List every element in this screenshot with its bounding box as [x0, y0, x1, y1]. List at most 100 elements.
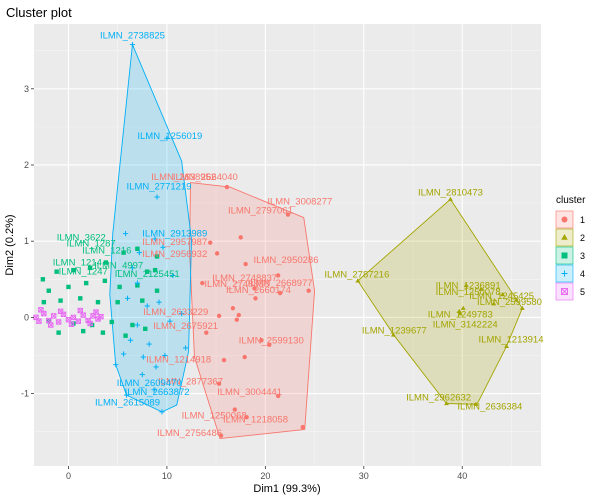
- cluster-3-point: [130, 322, 135, 328]
- cluster-3-point: [71, 267, 76, 273]
- cluster-3-point: [100, 330, 106, 335]
- cluster-1-point: [277, 290, 283, 296]
- legend-label-2: 2: [580, 233, 585, 243]
- cluster-4-point: [151, 387, 157, 393]
- cluster-4-point: [134, 322, 140, 328]
- legend-item-5: 5: [555, 282, 585, 301]
- point-label: ILMN_2599580: [477, 297, 542, 308]
- cluster-4-point: [122, 230, 129, 237]
- point-label: ILMN_1214918: [146, 354, 211, 365]
- point-label: ILMN_2668977: [248, 278, 313, 289]
- y-tick-label: 2: [24, 160, 29, 170]
- point-label: ILMN_1239677: [362, 325, 427, 336]
- cluster-5-point: [57, 308, 64, 315]
- cluster-1-point: [232, 407, 238, 412]
- cluster-3-point: [145, 269, 150, 274]
- cluster-1-point: [200, 280, 205, 286]
- cluster-5-point: [48, 322, 54, 328]
- cluster-5-point: [75, 318, 82, 324]
- cluster-5-point: [38, 307, 44, 313]
- point-label: ILMN_1218058: [223, 415, 288, 426]
- point-label: ILMN_2748837: [212, 273, 277, 284]
- point-labels: ILMN_2638952ILMN_2664040ILMN_3008277ILMN…: [53, 30, 544, 439]
- y-tick-label: 1: [24, 236, 29, 246]
- cluster-1-point: [275, 393, 281, 399]
- cluster-1-point: [275, 273, 281, 278]
- cluster-1-point: [267, 342, 272, 348]
- cluster-4-point: [179, 310, 185, 317]
- point-label: ILMN_2615089: [95, 398, 160, 409]
- cluster-4-point: [160, 244, 166, 250]
- cluster-4-point: [134, 280, 140, 286]
- cluster-4-point: [156, 299, 162, 305]
- x-tick-label: 40: [457, 471, 467, 481]
- cluster-5-point: [80, 312, 86, 318]
- point-label: ILMN_1256019: [137, 131, 202, 142]
- point-label: ILMN_1236891: [436, 280, 501, 291]
- y-axis-label: Dim2 (0.2%): [4, 214, 16, 275]
- cluster-3-point: [103, 260, 109, 265]
- cluster-2-hull: [357, 198, 523, 405]
- cluster-3-point: [46, 319, 51, 324]
- cluster-1-point: [306, 288, 311, 293]
- minor-grid: [34, 24, 541, 466]
- cluster-2-point: [513, 297, 519, 302]
- x-axis-ticks: 0 10 20 30 40: [66, 466, 467, 481]
- point-label: ILMN_2748888: [204, 279, 269, 290]
- cluster-1-point: [230, 306, 236, 311]
- point-label: ILMN_2599130: [239, 335, 304, 346]
- legend-symbol-3: [561, 252, 568, 259]
- cluster-3-point: [54, 269, 59, 274]
- point-label: ILMN_3008277: [267, 197, 332, 208]
- y-axis-ticks: -1 0 1 2 3: [21, 84, 34, 399]
- point-label: ILMN_2810473: [418, 187, 483, 198]
- point-label: ILMN_3142224: [433, 319, 498, 330]
- cluster-3-point: [143, 326, 148, 332]
- cluster-4-point: [136, 250, 142, 256]
- point-label: ILMN_1245425: [469, 291, 534, 302]
- point-label: ILMN_2664040: [173, 172, 238, 183]
- cluster-3-point: [95, 299, 101, 305]
- cluster-3-point: [40, 277, 46, 282]
- point-label: ILMN_2609470: [117, 378, 182, 389]
- point-label: ILMN_1216: [82, 245, 131, 256]
- x-tick-label: 30: [359, 471, 369, 481]
- cluster-2-point: [457, 311, 463, 316]
- y-tick-label: -1: [21, 389, 29, 399]
- point-label: ILMN_2877367: [158, 376, 223, 387]
- cluster-3-point: [58, 298, 63, 303]
- cluster-1-point: [238, 235, 243, 240]
- cluster-1-point: [216, 381, 222, 386]
- cluster-3-point: [117, 284, 122, 290]
- cluster-1-point: [252, 286, 257, 291]
- cluster-2-point: [500, 292, 506, 297]
- cluster-2-point: [355, 278, 361, 283]
- legend-item-1: 1: [555, 210, 585, 229]
- cluster-2-point: [504, 343, 509, 349]
- legend-item-4: 4: [555, 264, 585, 283]
- legend-symbol-2: [561, 234, 568, 240]
- cluster-4-point: [127, 337, 134, 343]
- point-label: ILMN_2663872: [125, 387, 190, 398]
- point-label: ILMN_3004441: [217, 387, 282, 398]
- cluster-1-point: [224, 184, 230, 190]
- cluster-5-point: [70, 314, 77, 321]
- cluster-3-point: [121, 250, 126, 255]
- y-tick-label: 0: [24, 312, 29, 322]
- cluster-3-point: [78, 296, 83, 301]
- cluster-4-point: [154, 194, 160, 200]
- cluster-2-point: [463, 282, 469, 288]
- cluster-3-point: [123, 333, 128, 338]
- cluster-4-point: [140, 354, 146, 360]
- cluster-4-point: [124, 295, 131, 301]
- cluster-1-point: [243, 261, 248, 267]
- cluster-4-point: [139, 371, 145, 378]
- point-label: ILMN_2675921: [153, 321, 218, 332]
- cluster-5-point: [65, 316, 72, 323]
- legend-symbol-1: [561, 216, 568, 223]
- point-label: ILMN_1249783: [428, 309, 493, 320]
- cluster-3-point: [154, 254, 160, 259]
- cluster-3-point: [46, 288, 51, 293]
- point-label: ILMN_1287: [67, 238, 116, 249]
- point-label: ILMN_2956932: [142, 249, 207, 260]
